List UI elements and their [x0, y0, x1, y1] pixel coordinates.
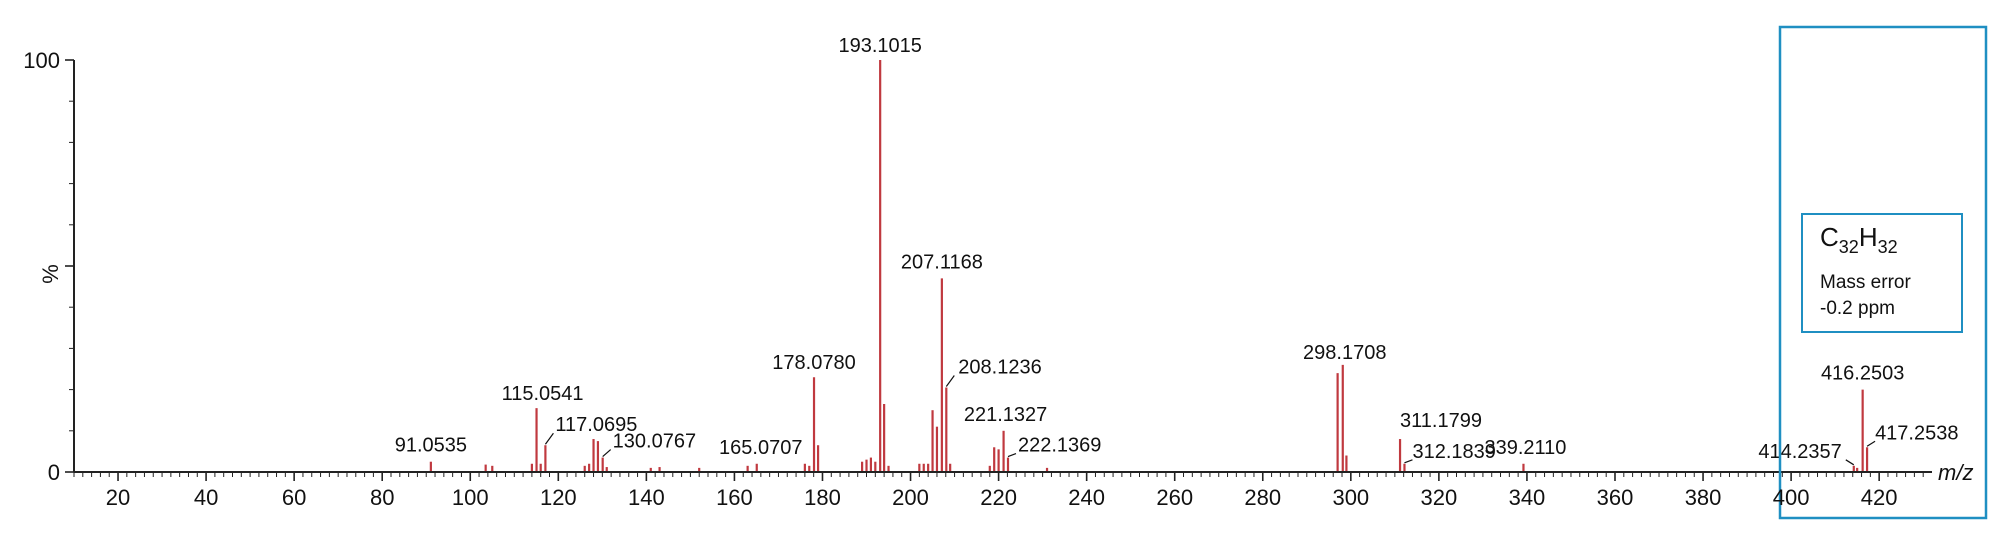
peak-label-leader: [1404, 459, 1413, 464]
peak-label: 312.1839: [1412, 441, 1495, 463]
formula-subscript-c: 32: [1839, 237, 1859, 257]
x-tick-label: 200: [892, 485, 929, 510]
x-tick-label: 300: [1332, 485, 1369, 510]
peak-label: 165.0707: [719, 437, 802, 459]
peak-label: 221.1327: [964, 404, 1047, 426]
x-tick-label: 240: [1068, 485, 1105, 510]
x-tick-label: 40: [194, 485, 218, 510]
peak-label: 91.0535: [395, 435, 467, 457]
x-tick-label: 340: [1509, 485, 1546, 510]
peak-label: 298.1708: [1303, 342, 1386, 364]
peak-label: 193.1015: [838, 35, 921, 57]
peak-label: 222.1369: [1018, 435, 1101, 457]
peak-label: 117.0695: [555, 414, 637, 436]
x-tick-label: 80: [370, 485, 394, 510]
peak-label-leader: [544, 432, 554, 445]
peak-label-leader: [1007, 453, 1017, 458]
x-tick-label: 100: [452, 485, 489, 510]
peak-label-leader: [945, 375, 955, 387]
peak-label-leader: [1866, 440, 1876, 447]
formula-element-h: H: [1859, 222, 1878, 252]
x-tick-label: 320: [1421, 485, 1458, 510]
peak-label-leader: [602, 449, 612, 458]
peak-label: 417.2538: [1875, 422, 1958, 444]
x-tick-label: 360: [1597, 485, 1634, 510]
peak-label: 178.0780: [772, 352, 855, 374]
y-tick-label: 100: [23, 48, 60, 73]
mass-error-annotation: C32H32 Mass error -0.2 ppm: [1801, 213, 1963, 333]
x-tick-label: 220: [980, 485, 1017, 510]
peak-label: 311.1799: [1400, 410, 1482, 432]
x-tick-label: 260: [1156, 485, 1193, 510]
peak-label: 339.2110: [1484, 437, 1566, 459]
annotation-box: [1801, 213, 1963, 333]
x-tick-label: 420: [1861, 485, 1898, 510]
peak-label: 115.0541: [502, 383, 584, 405]
formula-subscript-h: 32: [1878, 237, 1898, 257]
x-tick-label: 60: [282, 485, 306, 510]
x-axis-label: m/z: [1938, 460, 1973, 485]
formula-element-c: C: [1820, 222, 1839, 252]
mass-error-label: Mass error: [1820, 272, 1911, 293]
x-tick-label: 120: [540, 485, 577, 510]
x-tick-label: 160: [716, 485, 753, 510]
peak-label: 130.0767: [613, 431, 696, 453]
x-tick-label: 400: [1773, 485, 1810, 510]
peak-series: [429, 60, 1869, 472]
peak-label: 414.2357: [1758, 441, 1841, 463]
formula: C32H32: [1820, 222, 1898, 257]
x-tick-label: 380: [1685, 485, 1722, 510]
peak-label: 208.1236: [958, 357, 1041, 379]
peak-label: 207.1168: [901, 251, 983, 273]
peak-label: 416.2503: [1821, 363, 1904, 385]
highlight-region-box: [1778, 25, 1988, 520]
x-tick-label: 180: [804, 485, 841, 510]
x-tick-label: 140: [628, 485, 665, 510]
peak-label-leader: [1845, 459, 1855, 466]
x-tick-label: 280: [1244, 485, 1281, 510]
x-tick-label: 20: [106, 485, 130, 510]
y-axis-label: %: [38, 264, 63, 284]
mass-error-value: -0.2 ppm: [1820, 298, 1895, 319]
y-tick-label: 0: [48, 460, 60, 485]
